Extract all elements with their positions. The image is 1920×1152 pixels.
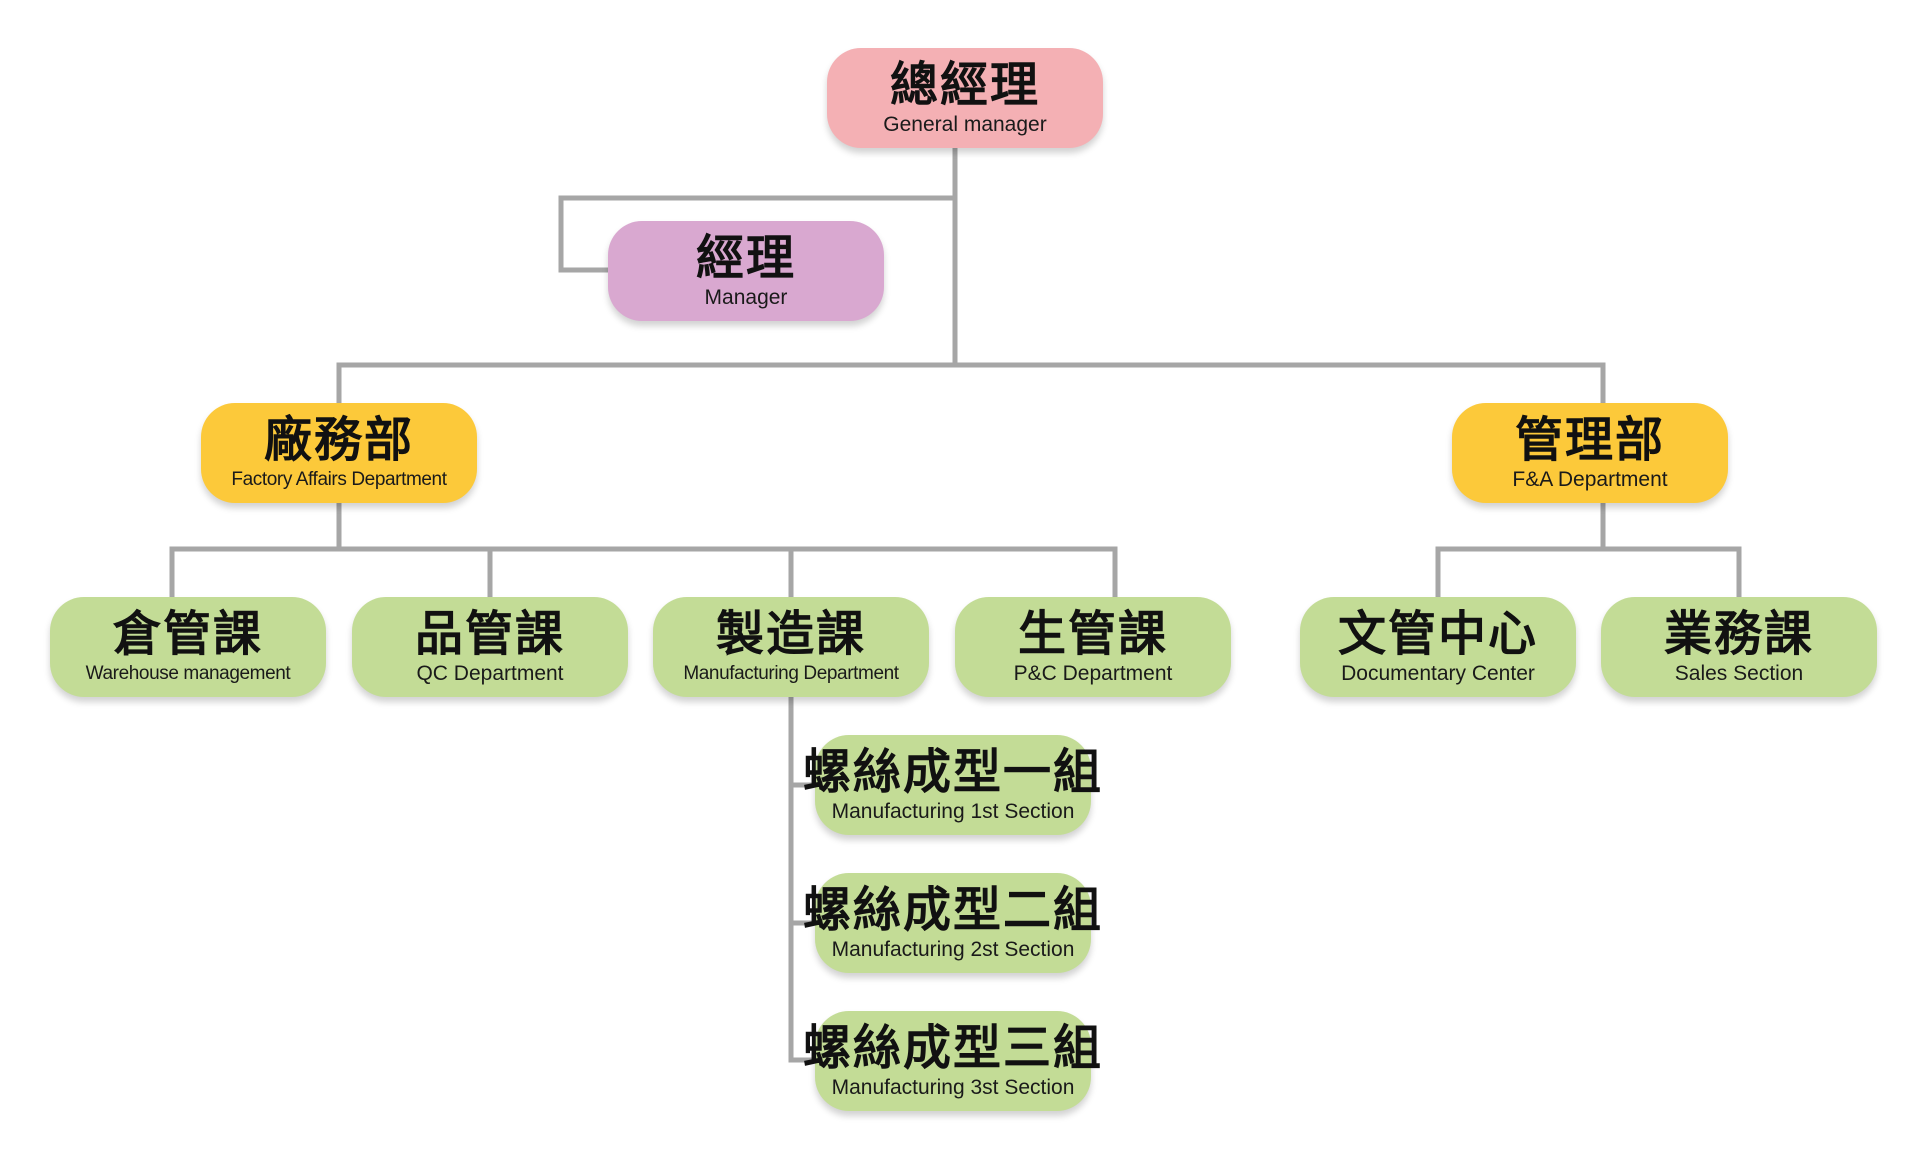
manufacturing-section-1-node: 螺絲成型一組 Manufacturing 1st Section <box>803 735 1101 835</box>
manufacturing-section-2-title-en: Manufacturing 2st Section <box>831 938 1075 961</box>
manufacturing-section-3-title-en: Manufacturing 3st Section <box>831 1076 1075 1099</box>
manufacturing-section-1-title-zh: 螺絲成型一組 <box>803 744 1104 800</box>
documentary-center-node: 文管中心 Documentary Center <box>1300 597 1576 697</box>
fa-department-node: 管理部 F&A Department <box>1452 403 1728 503</box>
sales-node: 業務課 Sales Section <box>1601 597 1877 697</box>
connector-department-bar <box>336 362 1606 406</box>
connector-manager <box>558 195 958 273</box>
manufacturing-section-2-title-zh: 螺絲成型二組 <box>803 882 1104 938</box>
documentary-center-title-en: Documentary Center <box>1341 662 1535 685</box>
factory-affairs-node: 廠務部 Factory Affairs Department <box>201 403 477 503</box>
qc-title-en: QC Department <box>416 662 564 685</box>
manager-node: 經理 Manager <box>608 221 884 321</box>
qc-node: 品管課 QC Department <box>352 597 628 697</box>
sales-title-en: Sales Section <box>1674 662 1804 685</box>
connector-factory-children <box>169 500 1118 600</box>
manufacturing-node: 製造課 Manufacturing Department <box>653 597 929 697</box>
manufacturing-title-zh: 製造課 <box>715 606 866 662</box>
warehouse-title-en: Warehouse management <box>85 663 291 684</box>
manufacturing-section-3-title-zh: 螺絲成型三組 <box>803 1020 1104 1076</box>
manager-title-en: Manager <box>704 286 788 309</box>
manufacturing-section-1-title-en: Manufacturing 1st Section <box>831 800 1075 823</box>
general-manager-title-zh: 總經理 <box>889 57 1040 113</box>
pc-title-en: P&C Department <box>1013 662 1173 685</box>
fa-department-title-en: F&A Department <box>1512 468 1668 491</box>
connector-fa-children <box>1435 500 1742 600</box>
manufacturing-section-3-node: 螺絲成型三組 Manufacturing 3st Section <box>803 1011 1101 1111</box>
pc-node: 生管課 P&C Department <box>955 597 1231 697</box>
warehouse-title-zh: 倉管課 <box>112 606 263 662</box>
general-manager-node: 總經理 General manager <box>827 48 1103 148</box>
warehouse-node: 倉管課 Warehouse management <box>50 597 326 697</box>
manager-title-zh: 經理 <box>695 230 796 286</box>
factory-affairs-title-zh: 廠務部 <box>263 412 414 468</box>
manufacturing-title-en: Manufacturing Department <box>683 663 899 684</box>
fa-department-title-zh: 管理部 <box>1514 412 1665 468</box>
qc-title-zh: 品管課 <box>414 606 565 662</box>
sales-title-zh: 業務課 <box>1663 606 1814 662</box>
factory-affairs-title-en: Factory Affairs Department <box>231 469 447 490</box>
pc-title-zh: 生管課 <box>1017 606 1168 662</box>
documentary-center-title-zh: 文管中心 <box>1337 606 1538 662</box>
manufacturing-section-2-node: 螺絲成型二組 Manufacturing 2st Section <box>803 873 1101 973</box>
general-manager-title-en: General manager <box>883 113 1047 136</box>
connector-manufacturing-sections <box>788 694 818 1063</box>
